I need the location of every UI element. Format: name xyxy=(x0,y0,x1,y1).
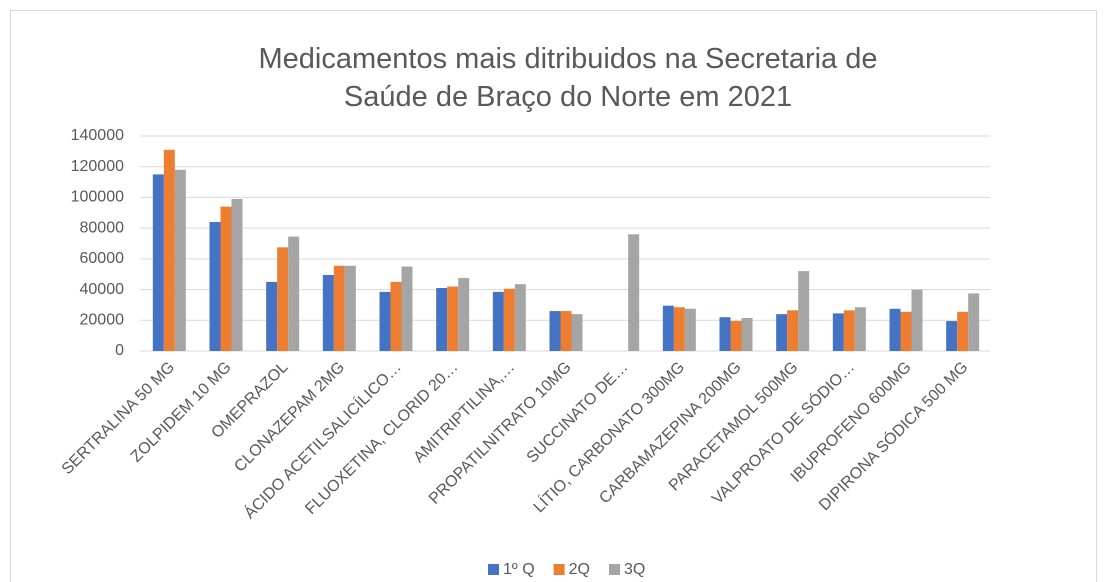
bar xyxy=(174,169,186,351)
bar xyxy=(560,311,572,351)
legend-label: 3Q xyxy=(624,561,645,578)
legend-label: 2Q xyxy=(569,561,590,578)
bar xyxy=(322,274,334,351)
bar xyxy=(390,281,402,351)
bar xyxy=(458,278,470,351)
bar xyxy=(900,311,912,351)
bar xyxy=(277,247,289,351)
bar xyxy=(798,271,810,351)
legend-swatch xyxy=(608,564,620,575)
bar xyxy=(843,310,855,351)
bar xyxy=(628,234,640,351)
bar xyxy=(209,222,221,351)
x-tick-label: ZOLPIDEM 10 MG xyxy=(128,359,235,466)
bar xyxy=(401,266,413,351)
bar xyxy=(889,308,901,351)
bar xyxy=(684,308,696,351)
bar xyxy=(968,293,980,351)
y-tick-label: 100000 xyxy=(71,189,124,206)
bar xyxy=(832,313,844,351)
bar xyxy=(163,149,175,351)
bar xyxy=(549,311,561,351)
y-tick-label: 80000 xyxy=(80,219,125,236)
x-tick-label: SUCCINATO DE… xyxy=(524,359,632,467)
bar xyxy=(741,317,753,351)
y-tick-label: 60000 xyxy=(80,250,125,267)
bar xyxy=(447,286,459,351)
bar xyxy=(662,305,674,351)
bar xyxy=(854,307,866,351)
bar xyxy=(946,321,958,351)
bar xyxy=(957,311,969,351)
bar xyxy=(911,289,923,351)
bar xyxy=(333,265,345,351)
bar xyxy=(288,236,300,351)
x-tick-label: AMITRIPTILINA,… xyxy=(411,359,519,467)
bar xyxy=(152,174,164,351)
chart-border xyxy=(10,10,1097,582)
y-tick-label: 120000 xyxy=(71,158,124,175)
bar xyxy=(220,206,232,351)
bar xyxy=(719,317,731,351)
bar xyxy=(231,198,243,351)
legend-swatch xyxy=(488,564,499,575)
bar xyxy=(344,265,356,351)
bar xyxy=(571,314,583,351)
y-tick-label: 20000 xyxy=(80,312,125,329)
bar xyxy=(787,310,799,351)
bar xyxy=(776,314,788,351)
y-tick-label: 140000 xyxy=(71,127,124,144)
chart-title: Medicamentos mais ditribuidos na Secreta… xyxy=(258,43,878,113)
bar xyxy=(379,291,391,351)
bar xyxy=(730,321,742,351)
x-tick-label: CLONAZEPAM 2MG xyxy=(231,359,348,476)
bar xyxy=(503,288,515,351)
bar xyxy=(436,288,448,351)
bar xyxy=(266,281,278,351)
y-tick-label: 40000 xyxy=(80,281,125,298)
bar xyxy=(492,291,504,351)
bar xyxy=(673,307,685,351)
legend-swatch xyxy=(553,564,565,575)
x-tick-label: SERTRALINA 50 MG xyxy=(59,359,178,478)
y-tick-label: 0 xyxy=(115,342,124,359)
bar xyxy=(514,284,526,351)
legend-label: 1º Q xyxy=(503,561,535,578)
